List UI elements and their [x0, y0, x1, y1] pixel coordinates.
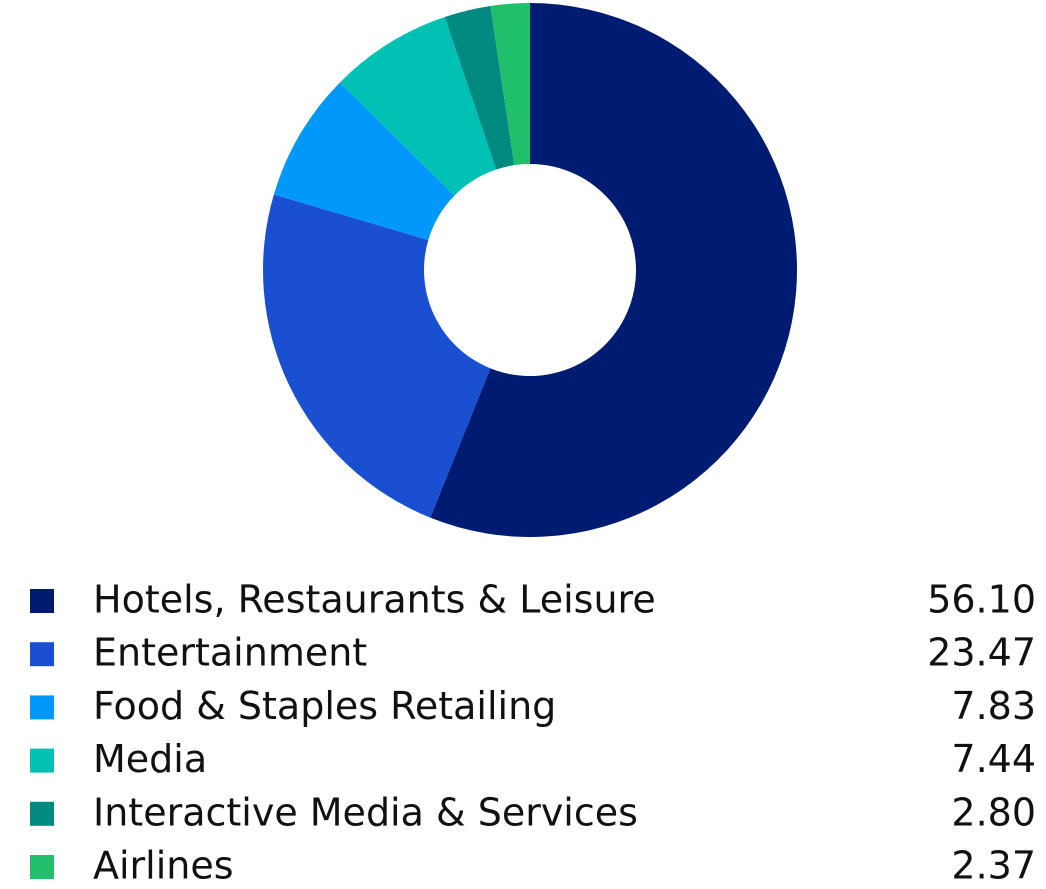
legend-swatch	[30, 855, 54, 879]
legend-swatch	[30, 695, 54, 720]
legend-value: 2.37	[951, 844, 1036, 888]
donut-slice	[490, 3, 530, 166]
legend-value: 7.83	[951, 684, 1036, 728]
donut-slice	[262, 194, 491, 518]
donut-slice	[273, 82, 455, 241]
legend-value: 23.47	[927, 631, 1036, 675]
legend-label: Airlines	[93, 844, 234, 888]
legend-value: 56.10	[927, 578, 1036, 622]
donut-slice	[430, 3, 797, 537]
legend-swatch	[30, 642, 54, 667]
legend-label: Entertainment	[93, 631, 367, 675]
legend-label: Food & Staples Retailing	[93, 684, 556, 728]
legend-label: Interactive Media & Services	[93, 790, 638, 834]
legend-label: Media	[93, 737, 207, 781]
legend-swatch	[30, 801, 54, 826]
legend-swatch	[30, 748, 54, 773]
donut-slice	[339, 16, 497, 196]
donut-slice	[444, 5, 515, 170]
legend-value: 7.44	[951, 737, 1036, 781]
legend-label: Hotels, Restaurants & Leisure	[93, 578, 656, 622]
legend-value: 2.80	[951, 790, 1036, 834]
legend-swatch	[30, 589, 54, 613]
